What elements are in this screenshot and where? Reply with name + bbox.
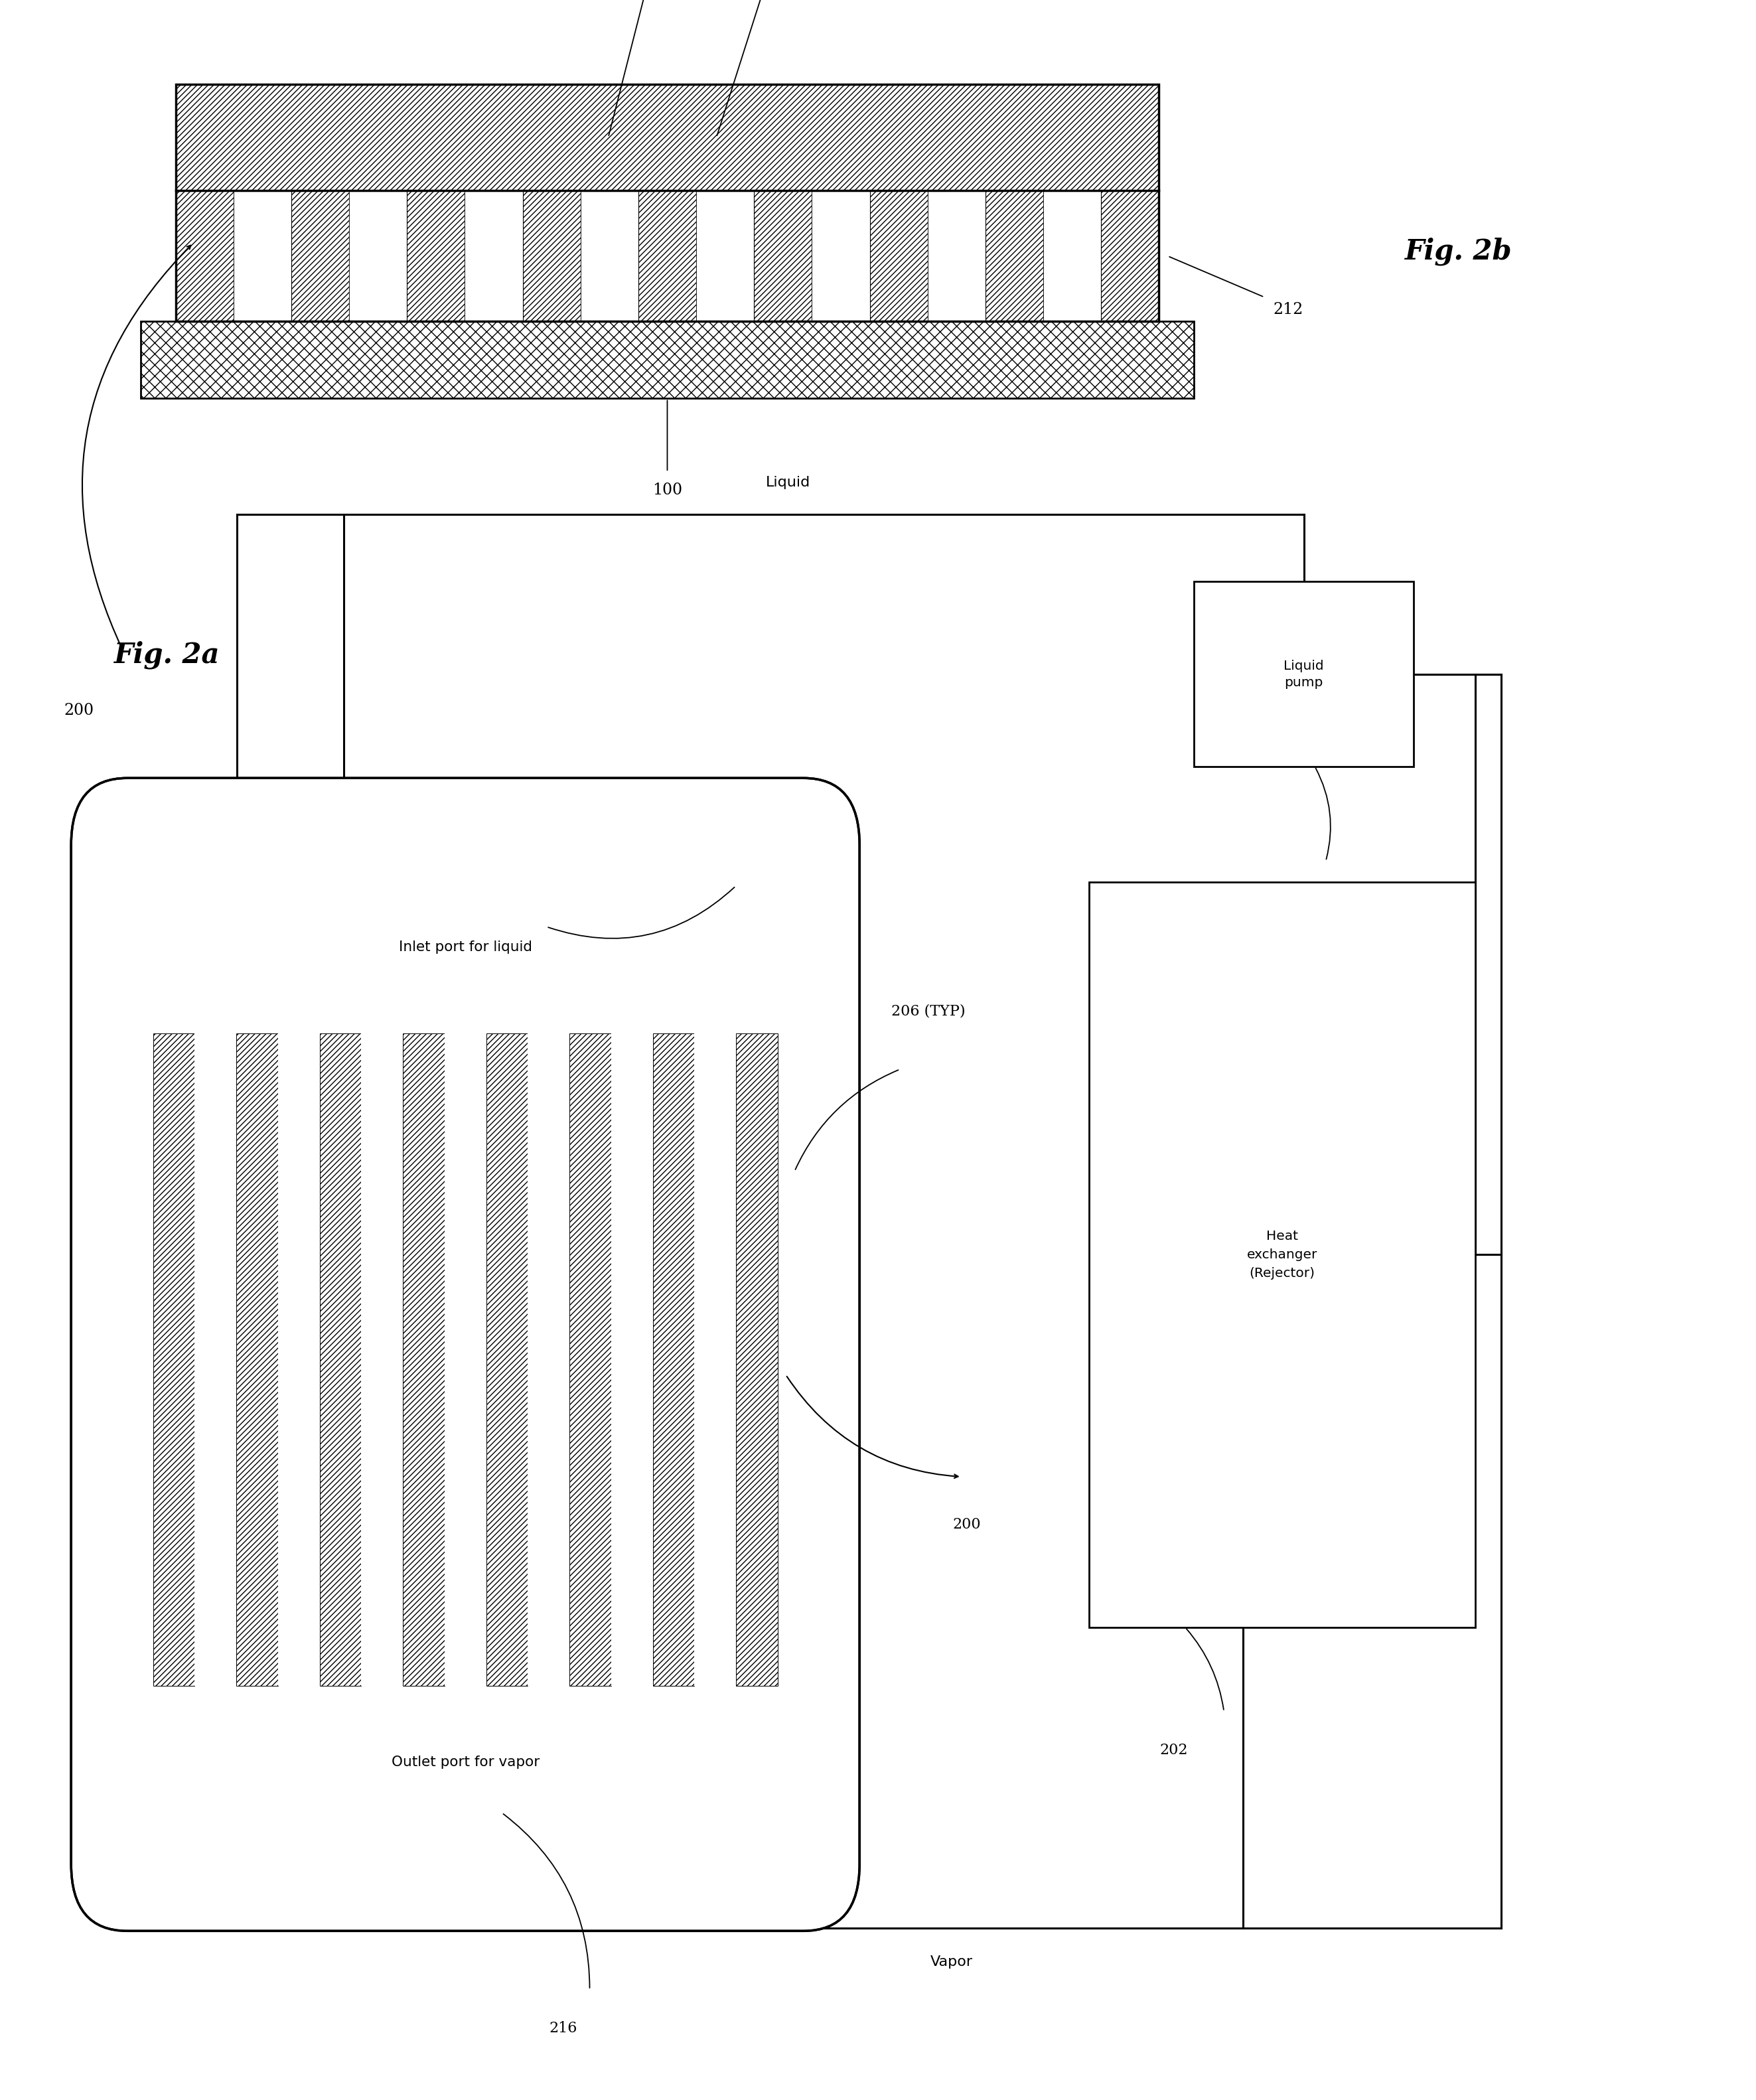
Bar	[695, 191, 753, 321]
Bar	[581, 191, 639, 321]
Text: 214: 214	[702, 811, 730, 825]
Text: 204: 204	[1303, 888, 1333, 903]
Bar	[694, 1033, 736, 1686]
Text: 216: 216	[550, 2020, 578, 2035]
Bar	[176, 84, 1159, 321]
Bar	[1101, 191, 1159, 321]
Text: Outlet port for vapor: Outlet port for vapor	[392, 1756, 539, 1768]
Bar	[1043, 191, 1101, 321]
Bar	[277, 1033, 320, 1686]
Bar	[811, 191, 869, 321]
Text: 100: 100	[651, 483, 683, 498]
Text: Inlet port for liquid: Inlet port for liquid	[399, 941, 532, 953]
Bar	[444, 1033, 486, 1686]
Bar	[176, 84, 1159, 191]
Bar	[1194, 582, 1414, 767]
Bar	[402, 1033, 444, 1686]
Bar	[237, 1033, 277, 1686]
Bar	[653, 1033, 694, 1686]
Bar	[523, 191, 581, 321]
Bar	[927, 191, 985, 321]
Bar	[1089, 882, 1475, 1628]
Text: 202: 202	[1159, 1743, 1187, 1758]
Bar	[176, 191, 234, 321]
Bar	[291, 191, 349, 321]
Text: 206 (TYP): 206 (TYP)	[892, 1004, 966, 1018]
Text: Liquid: Liquid	[766, 477, 810, 489]
Bar	[529, 1033, 569, 1686]
Bar	[320, 1033, 362, 1686]
Bar	[140, 321, 1194, 399]
Bar	[736, 1033, 778, 1686]
Bar	[195, 1033, 237, 1686]
Text: Fig. 2b: Fig. 2b	[1405, 237, 1512, 265]
Bar	[234, 191, 291, 321]
Text: Fig. 2a: Fig. 2a	[114, 640, 219, 668]
Bar	[869, 191, 927, 321]
Bar	[753, 191, 811, 321]
Bar	[639, 191, 695, 321]
Text: Heat
exchanger
(Rejector): Heat exchanger (Rejector)	[1247, 1231, 1317, 1279]
Bar	[486, 1033, 529, 1686]
Text: 212: 212	[1273, 302, 1303, 317]
FancyBboxPatch shape	[72, 779, 860, 1932]
Text: 200: 200	[63, 704, 95, 718]
Bar	[611, 1033, 653, 1686]
Bar	[569, 1033, 611, 1686]
Text: Vapor: Vapor	[931, 1955, 973, 1968]
Bar	[153, 1033, 195, 1686]
Bar	[985, 191, 1043, 321]
Text: Liquid
pump: Liquid pump	[1284, 659, 1324, 689]
Bar	[362, 1033, 402, 1686]
Bar	[407, 191, 465, 321]
Bar	[465, 191, 523, 321]
Bar	[349, 191, 407, 321]
Text: 200: 200	[952, 1518, 982, 1533]
